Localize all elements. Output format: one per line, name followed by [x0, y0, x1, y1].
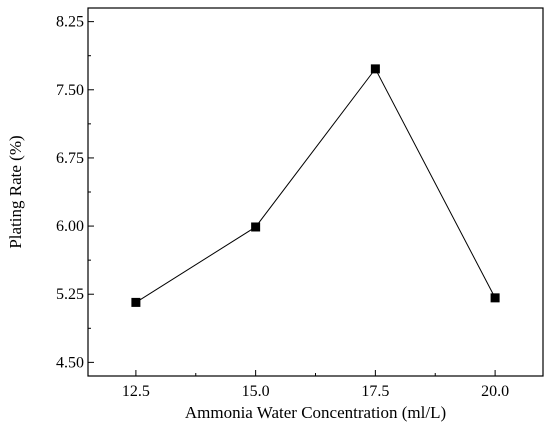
x-tick-label: 17.5: [361, 383, 389, 400]
y-tick-label: 7.50: [56, 82, 84, 99]
data-point-marker: [490, 293, 500, 303]
x-axis-ticks: 12.5 15.0 17.5 20.0: [122, 370, 509, 400]
data-point-marker: [370, 64, 380, 74]
series-group: [131, 64, 500, 307]
data-point-marker: [251, 222, 261, 232]
y-axis-title: Plating Rate (%): [6, 135, 25, 248]
data-point-marker: [131, 297, 141, 307]
x-tick-label: 12.5: [122, 383, 150, 400]
y-tick-label: 4.50: [56, 354, 84, 371]
plot-frame: [87, 7, 544, 377]
y-tick-label: 6.00: [56, 218, 84, 235]
y-tick-label: 6.75: [56, 150, 84, 167]
y-axis-ticks: 4.50 5.25 6.00 6.75 7.50 8.25: [56, 14, 94, 371]
series-line: [135, 67, 496, 303]
y-tick-label: 5.25: [56, 286, 84, 303]
x-tick-label: 20.0: [481, 383, 509, 400]
x-tick-label: 15.0: [242, 383, 270, 400]
y-tick-label: 8.25: [56, 14, 84, 31]
plot-border: [87, 7, 544, 377]
x-axis-title: Ammonia Water Concentration (ml/L): [185, 403, 446, 422]
